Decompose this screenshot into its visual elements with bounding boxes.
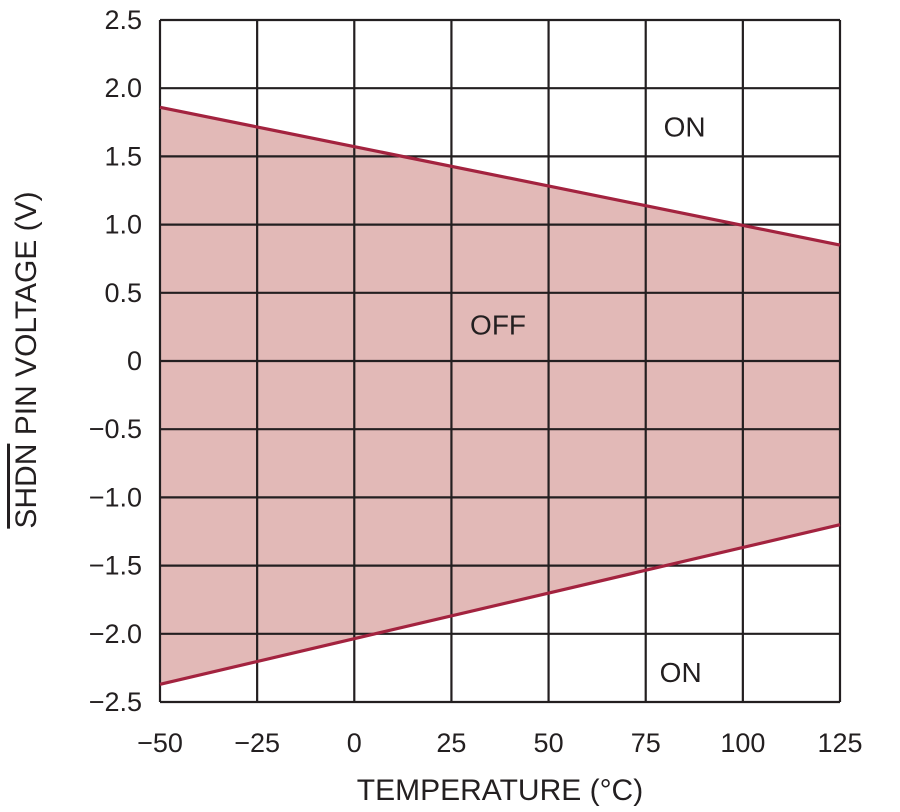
y-tick-label: −2.0 <box>89 619 142 649</box>
y-axis-label-rest-text: PIN VOLTAGE (V) <box>10 191 43 443</box>
y-tick-label: 0.5 <box>104 278 142 308</box>
x-axis-label: TEMPERATURE (°C) <box>357 774 643 807</box>
svg-text:SHDN PIN VOLTAGE (V): SHDN PIN VOLTAGE (V) <box>10 191 43 528</box>
y-tick-label: 2.0 <box>104 73 142 103</box>
y-axis-label-overline-text: SHDN <box>10 444 43 529</box>
x-tick-label: −50 <box>137 728 183 758</box>
y-tick-label: 1.0 <box>104 210 142 240</box>
upper-threshold-line <box>159 105 841 247</box>
x-tick-label: 25 <box>436 728 466 758</box>
x-tick-labels: −50 −25 0 25 50 75 100 125 <box>137 728 862 758</box>
grid <box>158 18 842 704</box>
y-tick-label: −2.5 <box>89 687 142 717</box>
y-tick-label: 2.5 <box>104 5 142 35</box>
y-tick-label: 1.5 <box>104 141 142 171</box>
off-region-fill <box>160 107 840 685</box>
x-tick-label: 0 <box>347 728 362 758</box>
threshold-lines <box>159 105 841 686</box>
x-tick-label: 100 <box>720 728 765 758</box>
off-region-layer <box>160 107 840 685</box>
x-tick-label: 75 <box>631 728 661 758</box>
region-labels: ON OFF ON <box>470 112 706 689</box>
y-axis-label: SHDN PIN VOLTAGE (V) <box>10 191 43 528</box>
y-tick-label: −1.0 <box>89 482 142 512</box>
region-label-on: ON <box>664 112 706 143</box>
region-label-off: OFF <box>470 309 526 340</box>
y-tick-labels: 2.5 2.0 1.5 1.0 0.5 0 −0.5 −1.0 −1.5 −2.0 −2.5 <box>89 5 142 717</box>
lower-threshold-line <box>159 523 841 686</box>
x-tick-label: −25 <box>234 728 280 758</box>
x-tick-label: 125 <box>817 728 862 758</box>
y-tick-label: −0.5 <box>89 414 142 444</box>
y-tick-label: 0 <box>127 346 142 376</box>
y-tick-label: −1.5 <box>89 551 142 581</box>
x-tick-label: 50 <box>534 728 564 758</box>
region-label-on: ON <box>660 657 702 688</box>
